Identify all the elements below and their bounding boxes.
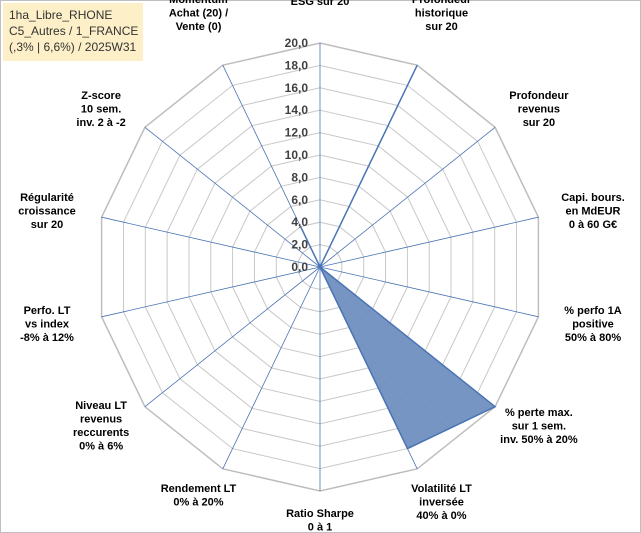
axis-label-line: inv. 2 à -2 <box>76 117 125 129</box>
axis-label-line: Perfo. LT <box>24 305 71 317</box>
axis-label-line: % perfo 1A <box>564 305 622 317</box>
axis-label-line: 50% à 80% <box>565 332 621 344</box>
axis-label: Perfo. LT vs index-8% à 12% <box>20 305 74 344</box>
axis-label-line: revenus <box>80 414 122 426</box>
radar-spoke <box>319 126 496 268</box>
axis-label: Momentum Achat (20) /Vente (0) <box>169 0 228 33</box>
axis-label-line: Volatilité LT <box>411 483 472 495</box>
axis-label: % perte max.sur 1 sem. inv. 50% à 20% <box>500 407 578 446</box>
axis-label-line: vs index <box>25 319 70 331</box>
axis-label-line: inv. 50% à 20% <box>500 434 578 446</box>
axis-label-line: en MdEUR <box>566 206 621 218</box>
axis-label-line: Ratio Sharpe <box>286 508 354 520</box>
axis-label-line: sur 20 <box>31 219 63 231</box>
axis-label-line: 0 à 1 <box>308 522 332 533</box>
tick-label: 6,0 <box>291 193 308 207</box>
axis-label-line: ESG sur 20 <box>291 0 350 8</box>
axis-label-line: 40% à 0% <box>416 510 466 522</box>
axis-label: Ratio Sharpe 0 à 1 <box>286 508 354 533</box>
radar-spoke <box>101 266 321 318</box>
tick-label: 10,0 <box>285 148 309 162</box>
axis-label-line: Momentum <box>169 0 228 6</box>
axis-label-line: 0% à 20% <box>173 496 223 508</box>
axis-label-line: 0 à 60 G€ <box>569 219 617 231</box>
tick-label: 14,0 <box>285 103 309 117</box>
tick-label: 4,0 <box>291 215 308 229</box>
axis-label-line: reccurents <box>73 427 129 439</box>
tick-label: 18,0 <box>285 58 309 72</box>
axis-label-line: croissance <box>18 206 75 218</box>
axis-label-line: Achat (20) / <box>169 8 228 20</box>
tick-label: 12,0 <box>285 126 309 140</box>
axis-label-line: sur 1 sem. <box>512 420 566 432</box>
axis-label: Z-score 10 sem.inv. 2 à -2 <box>76 90 125 129</box>
radar-series <box>299 64 497 450</box>
axis-label: Rendement LT0% à 20% <box>161 483 237 509</box>
info-line-2: C5_Autres / 1_FRANCE <box>9 24 139 38</box>
axis-label-line: Régularité <box>20 192 74 204</box>
axis-label-line: -8% à 12% <box>20 332 74 344</box>
axis-label-line: positive <box>572 319 614 331</box>
tick-label: 0,0 <box>291 260 308 274</box>
radar-spoke <box>222 266 321 469</box>
radar-spoke <box>319 266 539 318</box>
tick-label: 20,0 <box>285 36 309 50</box>
info-box: 1ha_Libre_RHONE C5_Autres / 1_FRANCE (,3… <box>3 3 143 61</box>
tick-label: 2,0 <box>291 238 308 252</box>
radar-spoke <box>101 216 321 268</box>
axis-label-line: Niveau LT <box>75 400 127 412</box>
axis-label-line: historique <box>415 8 468 20</box>
axis-label-line: Z-score <box>81 90 121 102</box>
axis-label-line: sur 20 <box>523 117 555 129</box>
axis-label-line: 0% à 6% <box>79 441 123 453</box>
info-line-3: (,3% | 6,6%) / 2025W31 <box>9 40 137 54</box>
axis-label-line: inversée <box>419 496 464 508</box>
radar-series-area <box>299 64 497 450</box>
axis-label-line: Profondeur <box>509 90 569 102</box>
radar-spoke <box>319 216 539 268</box>
axis-label-line: Profondeur <box>412 0 472 6</box>
axis-label-line: sur 20 <box>425 21 457 33</box>
info-line-1: 1ha_Libre_RHONE <box>9 8 113 22</box>
axis-label-line: Vente (0) <box>176 21 222 33</box>
radar-spoke <box>144 126 321 268</box>
radar-tick-labels: 0,0 2,0 4,0 6,0 8,0 10,0 12,0 14,0 16,0 18,0 20,0 <box>285 36 309 274</box>
tick-label: 8,0 <box>291 170 308 184</box>
axis-label-line: Capi. bours. <box>561 192 625 204</box>
radar-spoke <box>144 266 321 408</box>
axis-label: NoteESG sur 20 <box>291 0 350 8</box>
axis-label-line: % perte max. <box>505 407 573 419</box>
tick-label: 16,0 <box>285 81 309 95</box>
axis-label-line: revenus <box>518 104 560 116</box>
axis-label-line: 10 sem. <box>81 104 121 116</box>
axis-label-line: Rendement LT <box>161 483 237 495</box>
